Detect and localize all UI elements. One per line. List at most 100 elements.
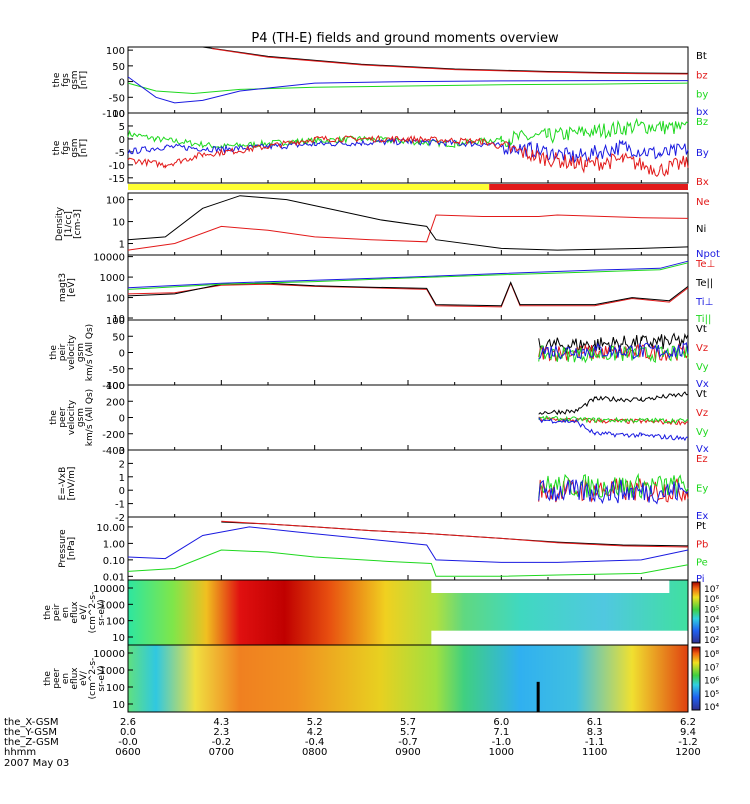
time-tick-label: 0900: [395, 747, 420, 758]
y-axis-label: [nT]: [79, 71, 89, 89]
y-tick-label: 200: [106, 397, 125, 408]
footer-value: -1.0: [492, 737, 512, 748]
y-tick-label: 10: [112, 633, 125, 644]
legend-Vx: Vx: [696, 444, 709, 455]
y-axis-label: the: [52, 140, 62, 155]
y-tick-label: -100: [102, 109, 125, 120]
y-tick-label: -10: [109, 161, 125, 172]
y-tick-label: 100: [106, 617, 125, 628]
footer-value: 5.2: [307, 717, 323, 728]
colorbar-tick-label: 10⁷: [704, 663, 719, 673]
colorbar: [691, 646, 701, 711]
legend-Vy: Vy: [696, 362, 709, 373]
y-axis-label: (cm^2-s-: [88, 658, 98, 700]
legend-by: by: [696, 90, 708, 101]
y-tick-label: 10: [112, 109, 125, 120]
panel-density: 100 10 1 Density [1/cc] [cm-3] Ne Ni Npot: [55, 192, 720, 260]
footer-value: 2.6: [120, 717, 136, 728]
series-By: [127, 137, 689, 164]
panel-frame: [127, 319, 689, 386]
colorbar-tick-label: 10⁶: [704, 677, 719, 687]
y-axis-label: gsm: [76, 408, 86, 427]
y-tick-label: -5: [115, 148, 125, 159]
status-bar-red: [489, 184, 688, 190]
y-tick-label: 50: [112, 332, 125, 343]
legend-Ti⊥: Ti⊥: [695, 297, 713, 308]
series-by: [127, 82, 689, 95]
y-tick-label: 1: [119, 473, 125, 484]
colorbar-tick-label: 10⁷: [704, 585, 719, 595]
panel-frame: [127, 644, 689, 713]
y-axis-label: [nT]: [79, 139, 89, 157]
footer-row-label: hhmm: [4, 747, 36, 758]
y-tick-label: -50: [109, 365, 125, 376]
y-tick-label: 2: [119, 459, 125, 470]
series-bz: [211, 48, 689, 75]
legend-Ex: Ex: [696, 511, 708, 522]
legend-Vy: Vy: [696, 427, 709, 438]
y-tick-label: 5: [119, 122, 125, 133]
colorbar-tick-label: 10²: [704, 636, 719, 646]
legend-Ti||: Ti||: [695, 314, 711, 325]
y-tick-label: 100: [106, 294, 125, 305]
time-tick-label: 0600: [115, 747, 140, 758]
panel-peer_velocity: 400 200 0 -200 -400 the peer velocity gsm km/s (A…: [49, 381, 709, 457]
legend-Te⊥: Te⊥: [695, 259, 715, 270]
panel-peer_spec: 10⁸ 10⁷ 10⁶ 10⁵ 10⁴ 10000 1000 100 10 the peer en ef…: [43, 644, 719, 713]
y-axis-label: gsm: [70, 70, 80, 89]
panel-pressure: 10.00 1.00 0.10 0.01 Pressure [nPa] Pt Pb Pe Pi: [58, 516, 708, 585]
legend-Npot: Npot: [696, 249, 720, 260]
panel-frame: [127, 384, 689, 451]
plot-title: P4 (TH-E) fields and ground moments over…: [251, 31, 559, 46]
series-Vt: [538, 391, 689, 416]
data-gap: [536, 681, 540, 712]
legend-bz: bz: [696, 70, 708, 81]
legend-Vz: Vz: [696, 408, 708, 419]
y-axis-label: [eV]: [67, 278, 77, 297]
footer-value: 0.0: [120, 727, 136, 738]
y-axis-label: en: [61, 673, 71, 684]
series-Ne: [127, 214, 689, 251]
y-axis-label: [nPa]: [67, 537, 77, 560]
legend-Vx: Vx: [696, 379, 709, 390]
series-Pe: [127, 549, 689, 577]
y-axis-label: the: [43, 605, 53, 620]
legend-Bz: Bz: [696, 117, 708, 128]
footer-value: 4.2: [307, 727, 323, 738]
legend-Vt: Vt: [696, 324, 707, 335]
series-Bz: [127, 117, 689, 150]
footer-value: -1.2: [678, 737, 698, 748]
y-tick-label: 1000: [100, 600, 125, 611]
y-tick-label: 0: [119, 349, 125, 360]
y-tick-label: 10: [112, 700, 125, 711]
y-axis-label: sr-eV): [97, 599, 107, 625]
y-tick-label: 400: [106, 381, 125, 392]
y-tick-label: 100: [106, 316, 125, 327]
footer-value: -0.0: [118, 737, 138, 748]
spectrogram-image: [128, 645, 688, 712]
y-axis-label: Pressure: [58, 529, 68, 568]
legend-Bt: Bt: [696, 51, 707, 62]
y-tick-label: 0.10: [103, 556, 125, 567]
footer-row-label: the_Y-GSM: [4, 727, 57, 738]
y-axis-label: (cm^2-s-: [88, 592, 98, 634]
y-axis-label: Density: [55, 206, 65, 241]
footer-row-label: the_Z-GSM: [4, 737, 59, 748]
y-tick-label: -1: [115, 500, 125, 511]
legend-bx: bx: [696, 107, 708, 118]
y-axis-label: km/s (All Qs): [85, 389, 95, 446]
y-axis-label: peir: [58, 343, 68, 361]
y-tick-label: 1.00: [103, 539, 125, 550]
series-bx: [127, 76, 688, 104]
data-gap: [431, 630, 688, 645]
colorbar-tick-label: 10³: [704, 626, 719, 636]
y-axis-label: fgs: [61, 73, 71, 87]
y-tick-label: 1000: [100, 666, 125, 677]
y-tick-label: 0: [119, 78, 125, 89]
footer-value: -0.2: [212, 737, 232, 748]
footer-value: 2.3: [213, 727, 229, 738]
panel-frame: [127, 46, 689, 114]
y-axis-label: sr-eV): [97, 665, 107, 691]
colorbar-tick-label: 10⁶: [704, 595, 719, 605]
y-axis-label: eV/: [79, 604, 89, 620]
